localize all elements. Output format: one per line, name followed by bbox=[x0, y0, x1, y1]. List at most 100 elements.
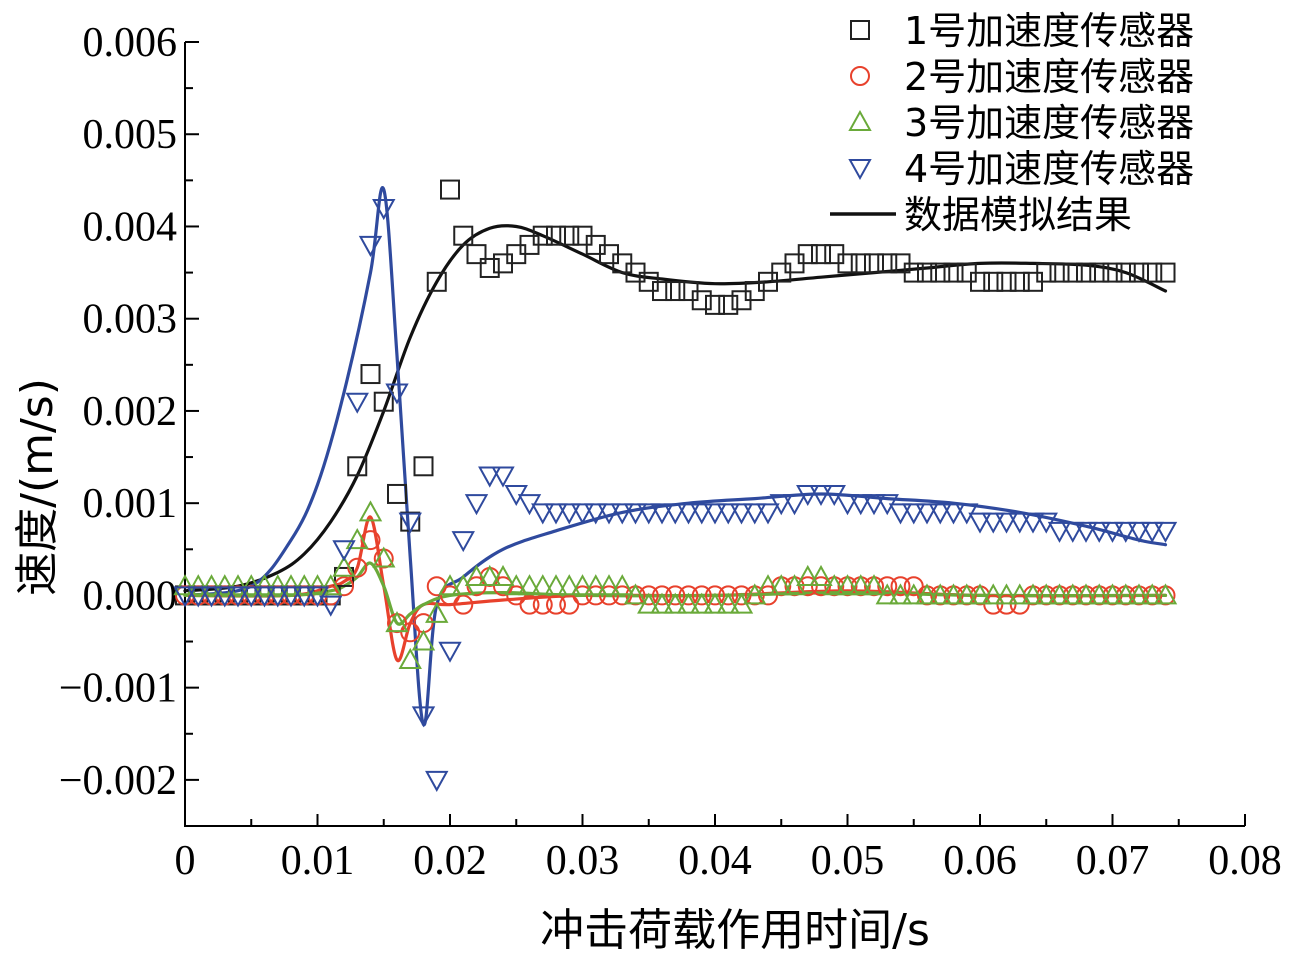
series-3-point bbox=[464, 564, 489, 586]
series-3-point bbox=[186, 574, 210, 596]
series-4-point bbox=[1061, 521, 1085, 543]
series-4-point bbox=[425, 770, 449, 792]
series-3-point bbox=[1034, 583, 1058, 605]
series-4-point bbox=[981, 512, 1005, 534]
series-3-point bbox=[637, 592, 661, 614]
series-4-point bbox=[464, 494, 489, 516]
series-3-point bbox=[676, 592, 701, 614]
series-4-point bbox=[1127, 521, 1151, 543]
series-4-point bbox=[782, 494, 807, 516]
series-3-point bbox=[663, 592, 687, 614]
series-4-point bbox=[1021, 512, 1045, 534]
series-3-point bbox=[385, 611, 409, 633]
series-2-point bbox=[320, 585, 341, 606]
fit-line-2 bbox=[183, 186, 1168, 727]
series-2-point bbox=[519, 594, 540, 615]
series-3-point bbox=[623, 583, 648, 605]
series-4-point bbox=[266, 586, 290, 608]
series-4-point bbox=[570, 503, 595, 525]
series-4-point bbox=[623, 503, 648, 525]
series-1-point bbox=[864, 253, 884, 274]
series-4-point bbox=[226, 586, 250, 608]
series-3-point bbox=[875, 583, 899, 605]
series-3-point bbox=[597, 574, 621, 596]
series-3-point bbox=[1087, 583, 1111, 605]
series-4-point bbox=[1114, 521, 1138, 543]
series-4-point bbox=[663, 503, 687, 525]
series-4-point bbox=[941, 503, 966, 525]
series-3-point bbox=[968, 583, 992, 605]
series-4-point bbox=[319, 595, 343, 617]
series-3-point bbox=[478, 564, 502, 586]
series-1-point bbox=[1049, 262, 1070, 283]
x-tick-label: 0.05 bbox=[811, 838, 885, 884]
series-1-point bbox=[691, 290, 712, 311]
series-2-point bbox=[1009, 594, 1030, 615]
series-3-point bbox=[1061, 583, 1085, 605]
series-4-point bbox=[173, 586, 197, 608]
series-4-point bbox=[597, 503, 621, 525]
series-3-point bbox=[1114, 583, 1138, 605]
series-2-point bbox=[638, 585, 659, 606]
series-4-point bbox=[292, 586, 316, 608]
series-3-point bbox=[319, 574, 343, 596]
series-4-points bbox=[173, 199, 1178, 792]
series-4-point bbox=[849, 494, 873, 516]
series-4-point bbox=[902, 503, 926, 525]
series-2-point bbox=[506, 585, 527, 606]
series-2-point bbox=[466, 576, 487, 597]
series-3-point bbox=[411, 629, 436, 651]
series-3-point bbox=[650, 592, 674, 614]
series-3-point bbox=[716, 592, 740, 614]
series-1-point bbox=[970, 271, 990, 292]
series-3-points bbox=[173, 500, 1178, 669]
series-2-point bbox=[665, 585, 686, 606]
series-1-point bbox=[983, 271, 1004, 292]
series-4-point bbox=[1074, 521, 1098, 543]
series-3-point bbox=[570, 574, 595, 596]
series-2-point bbox=[612, 585, 633, 606]
series-1-points bbox=[175, 179, 1176, 606]
series-3-point bbox=[1047, 583, 1072, 605]
series-2-point bbox=[599, 585, 619, 606]
series-4-point bbox=[610, 503, 634, 525]
series-3-point bbox=[796, 564, 820, 586]
series-4-point bbox=[743, 503, 767, 525]
series-3-point bbox=[1074, 583, 1098, 605]
series-1-point bbox=[718, 294, 739, 315]
series-2-point bbox=[453, 594, 474, 615]
series-3-point bbox=[835, 574, 860, 596]
series-2-point bbox=[546, 594, 566, 615]
series-1-point bbox=[479, 257, 500, 278]
series-4-point bbox=[398, 512, 422, 534]
series-3-point bbox=[769, 574, 793, 596]
series-1-point bbox=[1102, 262, 1123, 283]
x-tick-label: 0.07 bbox=[1076, 838, 1150, 884]
series-1-point bbox=[360, 364, 381, 385]
series-4-point bbox=[584, 503, 608, 525]
series-3-point bbox=[981, 583, 1005, 605]
series-1-point bbox=[387, 483, 407, 504]
series-1-point bbox=[850, 253, 871, 274]
series-1-point bbox=[1076, 262, 1096, 283]
series-3-point bbox=[584, 574, 608, 596]
legend-marker-1 bbox=[850, 20, 870, 40]
series-4-point bbox=[478, 466, 502, 488]
series-3-point bbox=[305, 574, 330, 596]
series-4-point bbox=[186, 586, 210, 608]
legend-label-3: 3号加速度传感器 bbox=[904, 101, 1194, 145]
series-3-point bbox=[345, 528, 369, 550]
series-2-point bbox=[559, 594, 580, 615]
series-1-point bbox=[1089, 262, 1110, 283]
series-2-point bbox=[572, 585, 593, 606]
markers-layer bbox=[173, 179, 1178, 792]
series-2-point bbox=[877, 576, 898, 597]
series-1-point bbox=[797, 244, 818, 265]
series-4-point bbox=[332, 540, 356, 562]
series-1-point bbox=[1062, 262, 1083, 283]
series-4-point bbox=[888, 503, 913, 525]
series-4-point bbox=[213, 586, 237, 608]
y-tick-label: 0.002 bbox=[83, 389, 178, 435]
series-3-point bbox=[994, 583, 1019, 605]
series-3-point bbox=[1100, 583, 1125, 605]
